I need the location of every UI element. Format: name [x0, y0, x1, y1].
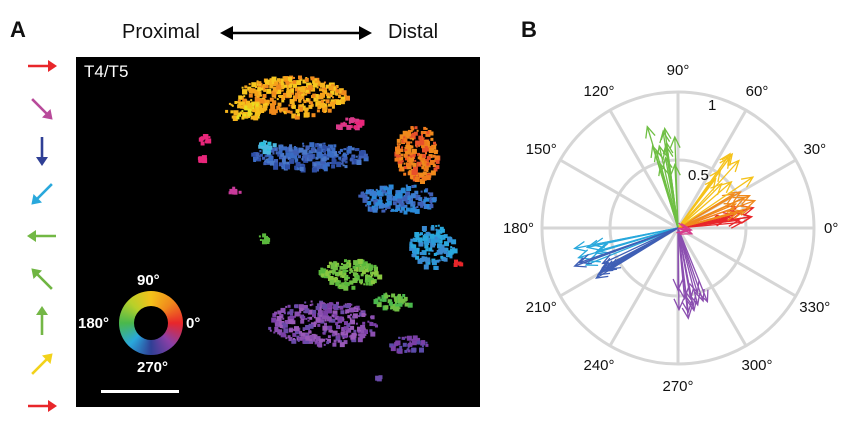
proximal-label: Proximal [122, 21, 200, 43]
vector-arrow [677, 194, 752, 229]
response-cluster [389, 335, 429, 354]
vector-arrow [677, 199, 757, 229]
vector-arrow [677, 152, 734, 229]
vector-arrow [677, 182, 723, 229]
vector-arrow [596, 227, 679, 254]
radial-label-one: 1 [708, 97, 716, 114]
vector-arrow [578, 227, 679, 265]
arrow-up-left-icon [31, 267, 53, 290]
angle-label-330: 330° [799, 299, 830, 316]
response-cluster [373, 292, 413, 312]
response-cluster [336, 117, 365, 131]
response-cluster [318, 258, 383, 291]
color-wheel-legend: 90° 180° 0° 270° [78, 269, 232, 379]
arrow-down-right-icon [31, 97, 53, 120]
wheel-label-270: 270° [137, 359, 169, 376]
response-cluster [358, 184, 437, 215]
angle-label-60: 60° [746, 83, 769, 100]
vector-arrow [677, 227, 701, 307]
polar-plot: 0° 30° 60° 90° 120° 150° 180° 210° 240° 270° 300° 3… [490, 48, 852, 417]
arrow-up-icon [36, 306, 48, 335]
vector-arrow [662, 144, 679, 229]
response-cluster [197, 155, 208, 164]
angle-label-0: 0° [824, 220, 838, 237]
vector-arrow [677, 176, 755, 229]
scale-bar [101, 390, 179, 393]
response-cluster [409, 224, 458, 270]
angle-label-240: 240° [583, 357, 614, 374]
cell-response-map [197, 75, 464, 382]
vector-arrow [677, 180, 733, 229]
response-cluster [198, 134, 212, 146]
vector-arrow [676, 222, 690, 234]
arrow-down-icon [36, 137, 48, 166]
t4t5-imaging-panel: T4/T5 90° 180° 0° 270° [76, 57, 480, 407]
vector-arrow [677, 227, 709, 304]
wheel-label-0: 0° [186, 315, 201, 332]
angle-label-30: 30° [803, 141, 826, 158]
response-cluster [394, 126, 441, 184]
vector-arrow [677, 227, 697, 309]
vector-arrow [658, 162, 679, 229]
response-cluster [251, 142, 369, 173]
vector-arrow [677, 205, 752, 229]
vector-arrow [600, 227, 679, 271]
response-cluster [453, 259, 464, 267]
angle-label-90: 90° [667, 62, 690, 79]
vector-arrows [573, 125, 757, 320]
direction-arrow-column [22, 52, 62, 416]
response-cluster [258, 140, 277, 155]
angle-label-120: 120° [583, 83, 614, 100]
vector-arrow [677, 227, 690, 301]
response-cluster [268, 300, 378, 348]
radial-label-half: 0.5 [688, 167, 709, 184]
response-cluster [237, 75, 350, 120]
response-cluster [228, 186, 242, 195]
arrow-left-icon [27, 230, 56, 242]
arrow-right-icon [28, 400, 57, 412]
vector-arrow [677, 212, 754, 229]
double-arrow-icon [220, 26, 372, 40]
wheel-label-180: 180° [78, 315, 110, 332]
angle-label-270: 270° [662, 378, 693, 395]
arrow-up-right-icon [31, 352, 53, 375]
color-wheel-hole [134, 306, 168, 340]
vector-arrow [677, 159, 740, 229]
angle-label-180: 180° [503, 220, 534, 237]
vector-arrow [573, 227, 679, 252]
angle-label-150: 150° [526, 141, 557, 158]
response-cluster [375, 375, 383, 382]
image-title: T4/T5 [84, 62, 129, 81]
response-cluster [225, 101, 265, 121]
angle-label-210: 210° [526, 299, 557, 316]
distal-label: Distal [388, 21, 439, 43]
vector-arrow [669, 162, 681, 229]
arrow-down-left-icon [31, 182, 53, 205]
arrow-right-icon [28, 60, 57, 72]
response-cluster [258, 233, 271, 245]
angle-label-300: 300° [741, 357, 772, 374]
panel-b-letter: B [521, 17, 537, 42]
panel-a-letter: A [10, 17, 26, 42]
wheel-label-90: 90° [137, 272, 160, 289]
